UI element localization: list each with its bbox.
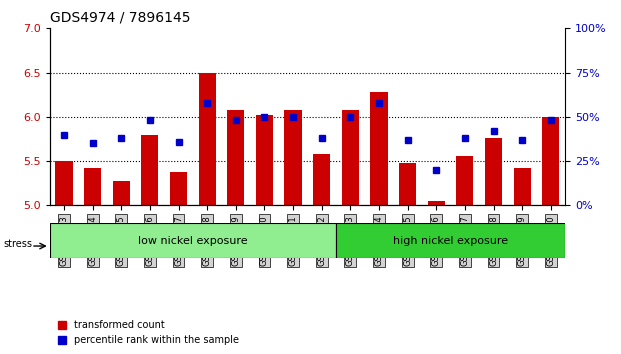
Bar	[342, 110, 359, 205]
Bar	[84, 168, 101, 205]
Bar	[542, 117, 560, 205]
Text: GDS4974 / 7896145: GDS4974 / 7896145	[50, 11, 190, 25]
Bar	[370, 92, 388, 205]
Bar	[485, 138, 502, 205]
Legend: transformed count, percentile rank within the sample: transformed count, percentile rank withi…	[55, 316, 243, 349]
FancyBboxPatch shape	[336, 223, 565, 258]
Bar	[399, 163, 416, 205]
Bar	[199, 73, 215, 205]
Bar	[112, 181, 130, 205]
Bar	[284, 110, 302, 205]
Text: high nickel exposure: high nickel exposure	[393, 236, 508, 246]
Bar	[428, 201, 445, 205]
FancyBboxPatch shape	[50, 223, 336, 258]
Bar	[55, 161, 73, 205]
Bar	[227, 110, 245, 205]
Bar	[313, 154, 330, 205]
Bar	[142, 135, 158, 205]
Bar	[256, 115, 273, 205]
Text: low nickel exposure: low nickel exposure	[138, 236, 248, 246]
Bar	[514, 168, 531, 205]
Text: stress: stress	[3, 239, 32, 249]
Bar	[170, 172, 187, 205]
Bar	[456, 156, 473, 205]
